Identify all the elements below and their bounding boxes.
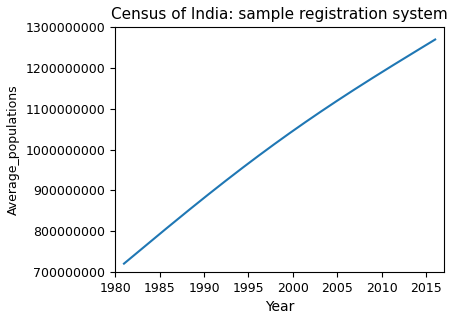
X-axis label: Year: Year — [265, 300, 294, 314]
Y-axis label: Average_populations: Average_populations — [7, 84, 20, 215]
Title: Census of India: sample registration system: Census of India: sample registration sys… — [111, 7, 448, 22]
